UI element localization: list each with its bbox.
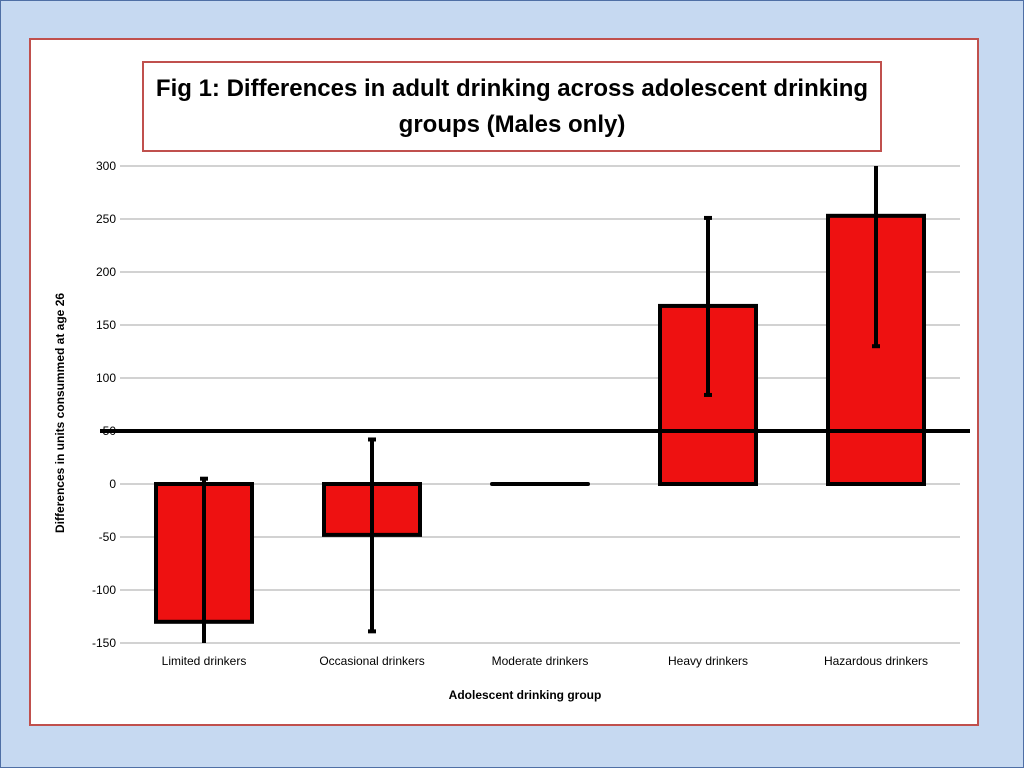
x-tick-label: Limited drinkers <box>162 654 247 668</box>
x-tick-label: Moderate drinkers <box>492 654 589 668</box>
y-axis-ticks: 300250200150100500-50-100-150 <box>92 159 116 650</box>
y-tick-label: 0 <box>109 477 116 491</box>
y-tick-label: 250 <box>96 212 116 226</box>
y-tick-label: 100 <box>96 371 116 385</box>
y-tick-label: 200 <box>96 265 116 279</box>
x-axis-title: Adolescent drinking group <box>449 688 602 702</box>
chart-title-box: Fig 1: Differences in adult drinking acr… <box>142 61 882 152</box>
y-tick-label: -50 <box>99 530 117 544</box>
x-tick-label: Heavy drinkers <box>668 654 748 668</box>
x-tick-label: Occasional drinkers <box>319 654 424 668</box>
bars <box>154 213 926 624</box>
y-tick-label: 150 <box>96 318 116 332</box>
y-axis-title: Differences in units consummed at age 26 <box>53 293 67 533</box>
y-tick-label: -150 <box>92 636 116 650</box>
x-axis-ticks: Limited drinkers Occasional drinkers Moder… <box>162 654 928 668</box>
y-tick-label: -100 <box>92 583 116 597</box>
chart-title: Fig 1: Differences in adult drinking acr… <box>155 74 869 138</box>
x-tick-label: Hazardous drinkers <box>824 654 928 668</box>
y-tick-label: 300 <box>96 159 116 173</box>
error-bars <box>200 166 880 643</box>
